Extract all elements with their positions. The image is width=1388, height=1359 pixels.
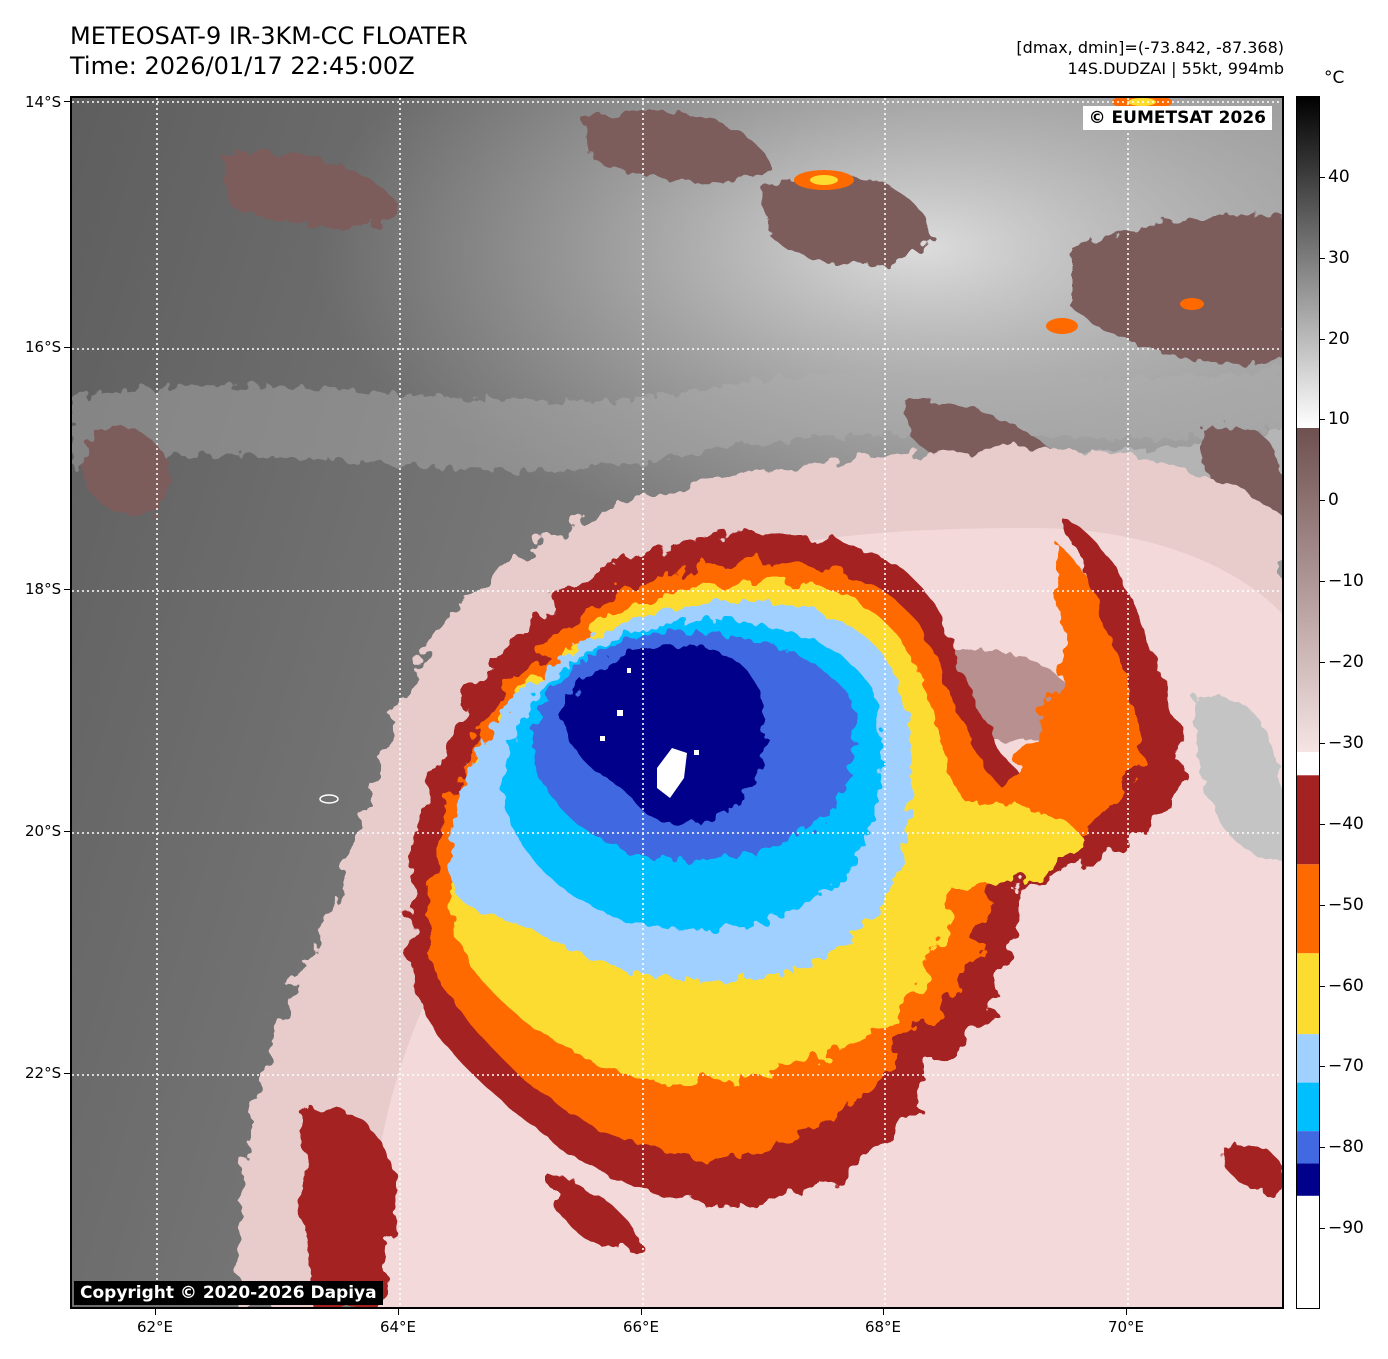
- eumetsat-credit: © EUMETSAT 2026: [1082, 106, 1272, 130]
- colorbar-label: 0: [1328, 490, 1339, 511]
- lon-label-64e: 64°E: [379, 1318, 417, 1336]
- graticule: [72, 98, 1282, 1307]
- lat-label-14s: 14°S: [25, 93, 62, 111]
- storm-info: 14S.DUDZAI | 55kt, 994mb: [1067, 59, 1285, 78]
- colorbar-tick: [1320, 419, 1325, 421]
- lat-tick: [64, 1073, 70, 1074]
- colorbar-label: −30: [1328, 732, 1364, 753]
- range-info: [dmax, dmin]=(-73.842, -87.368): [1016, 38, 1284, 57]
- colorbar-label: 10: [1328, 409, 1350, 430]
- colorbar-tick: [1320, 500, 1325, 502]
- colorbar-segment-1: [1296, 1163, 1320, 1196]
- colorbar-pink-segment: [1296, 428, 1320, 752]
- colorbar-label: −20: [1328, 652, 1364, 673]
- colorbar: [1296, 96, 1320, 1309]
- colorbar-tick: [1320, 985, 1325, 987]
- chart-title: METEOSAT-9 IR-3KM-CC FLOATER: [70, 22, 468, 50]
- lon-label-70e: 70°E: [1107, 1318, 1145, 1336]
- colorbar-segment-3: [1296, 1082, 1320, 1132]
- lon-label-68e: 68°E: [864, 1318, 902, 1336]
- colorbar-label: −50: [1328, 894, 1364, 915]
- colorbar-tick: [1320, 662, 1325, 664]
- colorbar-tick: [1320, 1147, 1325, 1149]
- colorbar-tick: [1320, 742, 1325, 744]
- colorbar-segment-7: [1296, 775, 1320, 865]
- colorbar-label: −80: [1328, 1137, 1364, 1158]
- colorbar-segment-5: [1296, 953, 1320, 1035]
- colorbar-unit: °C: [1324, 68, 1345, 88]
- colorbar-label: −60: [1328, 975, 1364, 996]
- colorbar-label: −70: [1328, 1056, 1364, 1077]
- lon-tick: [398, 1309, 399, 1315]
- colorbar-label: 30: [1328, 247, 1350, 268]
- lon-tick: [155, 1309, 156, 1315]
- lon-tick: [883, 1309, 884, 1315]
- lat-label-16s: 16°S: [25, 338, 62, 356]
- colorbar-tick: [1320, 581, 1325, 583]
- colorbar-segment-4: [1296, 1034, 1320, 1083]
- colorbar-label: −10: [1328, 571, 1364, 592]
- colorbar-tick: [1320, 257, 1325, 259]
- lat-label-20s: 20°S: [25, 822, 62, 840]
- colorbar-border: [1296, 96, 1320, 1309]
- satellite-map: © EUMETSAT 2026 Copyright © 2020-2026 Da…: [70, 96, 1284, 1309]
- island-outline: [319, 794, 339, 804]
- colorbar-tick: [1320, 176, 1325, 178]
- colorbar-tick: [1320, 1066, 1325, 1068]
- colorbar-tick: [1320, 1228, 1325, 1230]
- coldest-pixels: [600, 668, 699, 798]
- colorbar-label: −40: [1328, 813, 1364, 834]
- lat-tick: [64, 831, 70, 832]
- copyright-credit: Copyright © 2020-2026 Dapiya: [74, 1281, 383, 1305]
- lat-label-22s: 22°S: [25, 1064, 62, 1082]
- lat-tick: [64, 347, 70, 348]
- colorbar-grey-segment: [1296, 96, 1320, 428]
- colorbar-tick: [1320, 338, 1325, 340]
- lat-label-18s: 18°S: [25, 580, 62, 598]
- cirrus-gap: [1192, 695, 1282, 860]
- chart-time: Time: 2026/01/17 22:45:00Z: [70, 52, 415, 80]
- colorbar-segment-6: [1296, 864, 1320, 954]
- coldest-core: [562, 645, 766, 825]
- colorbar-label: 40: [1328, 166, 1350, 187]
- lon-tick: [641, 1309, 642, 1315]
- lat-tick: [64, 589, 70, 590]
- lon-label-66e: 66°E: [622, 1318, 660, 1336]
- colorbar-segment-0: [1296, 1195, 1320, 1309]
- satellite-imagery: [72, 98, 1282, 1307]
- colorbar-tick: [1320, 823, 1325, 825]
- colorbar-label: 20: [1328, 328, 1350, 349]
- lon-label-62e: 62°E: [136, 1318, 174, 1336]
- colorbar-label: −90: [1328, 1218, 1364, 1239]
- cloud-band: [72, 368, 1282, 471]
- lat-tick: [64, 101, 70, 102]
- lon-tick: [1126, 1309, 1127, 1315]
- colorbar-segment-2: [1296, 1131, 1320, 1164]
- colorbar-tick: [1320, 904, 1325, 906]
